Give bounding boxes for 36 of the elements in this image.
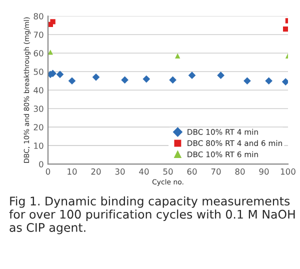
x-tick-label: 10: [68, 168, 77, 175]
x-tick-label: 80: [235, 168, 245, 175]
point: [244, 77, 251, 85]
x-tick-label: 60: [187, 168, 197, 175]
x-tick-label: 0: [46, 168, 50, 175]
point: [175, 53, 180, 58]
x-tick-label: 90: [259, 168, 269, 175]
x-tick-label: 100: [280, 168, 296, 175]
point: [142, 75, 150, 83]
point: [56, 70, 64, 78]
point: [265, 77, 272, 85]
x-tick-label: 70: [211, 168, 221, 175]
point: [283, 26, 288, 32]
y-tick-label: 0: [39, 161, 44, 168]
caption: Fig 1. Dynamic binding capacity measurements for over 100 purification cycles with 0.1 M NaOH as CIP agent.: [9, 196, 295, 234]
x-tick-label: 40: [139, 168, 149, 175]
point: [169, 76, 176, 84]
point: [92, 73, 100, 81]
y-tick-label: 40: [34, 87, 44, 94]
point: [121, 76, 128, 84]
y-tick-label: 10: [34, 142, 44, 149]
y-tick-label: 70: [34, 32, 44, 38]
point: [188, 72, 196, 79]
y-tick-label: 20: [34, 124, 44, 130]
point: [50, 19, 56, 24]
y-tick-label: 30: [34, 106, 44, 112]
x-tick-label: 20: [91, 168, 101, 175]
point: [282, 78, 288, 86]
y-tick-label: 50: [34, 68, 44, 75]
x-tick-label: 30: [115, 168, 125, 175]
y-tick-label: 80: [34, 13, 44, 20]
point: [68, 77, 76, 85]
point: [48, 50, 53, 55]
point: [217, 72, 224, 79]
x-tick-label: 50: [163, 168, 173, 175]
y-tick-label: 60: [34, 50, 44, 56]
